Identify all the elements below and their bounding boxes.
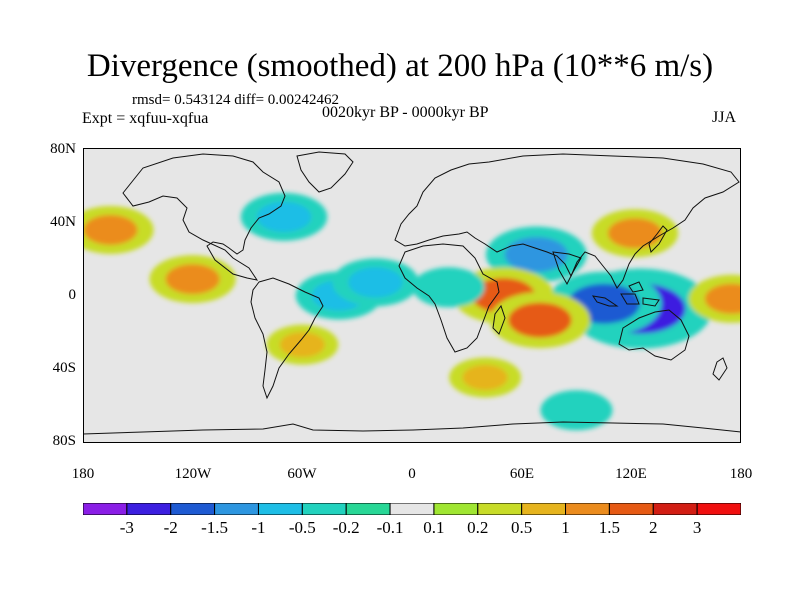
lon-tick-60w: 60W — [287, 466, 317, 482]
colorbar-box-13 — [652, 503, 698, 515]
coastline-south-america — [250, 277, 324, 400]
field-core-7 — [83, 214, 138, 245]
colorbar-box-9 — [477, 503, 523, 515]
colorbar-label: 2 — [649, 518, 658, 537]
colorbar-label: -0.2 — [332, 518, 360, 537]
lat-tick-0: 0 — [68, 287, 77, 303]
colorbar-box-14 — [696, 503, 741, 515]
colorbar-box-8 — [433, 503, 479, 515]
colorbar-box-12 — [608, 503, 654, 515]
coastlines — [83, 151, 741, 435]
field-core-11 — [165, 264, 220, 295]
colorbar-box-1 — [126, 503, 172, 515]
field-core-2 — [504, 237, 568, 273]
coastline-africa — [398, 243, 500, 353]
lon-tick-0: 0 — [408, 466, 416, 482]
field-core-5 — [607, 218, 662, 249]
colorbar-label: 0.1 — [423, 518, 445, 537]
field-core-14 — [462, 364, 508, 390]
stats-text: rmsd= 0.543124 diff= 0.00242462 — [132, 92, 340, 108]
lon-tick-180w: 180 — [71, 466, 95, 482]
colorbar-label: 1 — [561, 518, 570, 537]
lon-tick-120w: 120W — [174, 466, 212, 482]
colorbar-label: 0.2 — [467, 518, 489, 537]
colorbar-box-3 — [214, 503, 259, 515]
coastline-eurasia — [394, 153, 740, 289]
lat-tick-80s: 80S — [52, 433, 76, 449]
coastline-madagascar — [492, 304, 506, 335]
colorbar-box-4 — [257, 503, 303, 515]
colorbar-box-0 — [83, 503, 128, 515]
experiment-label: Expt = xqfuu-xqfua — [82, 110, 209, 127]
lon-tick-180e: 180 — [729, 466, 753, 482]
coastline-north-america — [122, 153, 286, 281]
map-frame — [83, 148, 741, 443]
colorbar — [83, 503, 741, 515]
coastline-new-zealand — [712, 357, 728, 381]
lat-tick-40s: 40S — [52, 360, 76, 376]
lon-tick-120e: 120E — [615, 466, 647, 482]
colorbar-label: 0.5 — [511, 518, 533, 537]
colorbar-box-10 — [521, 503, 567, 515]
field-core-13 — [426, 274, 472, 300]
period-label: 0020kyr BP - 0000kyr BP — [322, 104, 489, 121]
colorbar-box-6 — [345, 503, 391, 515]
coastline-india — [552, 251, 582, 286]
colorbar-label: -0.1 — [376, 518, 404, 537]
field-core-6 — [704, 283, 741, 314]
colorbar-label: -3 — [119, 518, 134, 537]
colorbar-label: -2 — [163, 518, 178, 537]
field-core-12 — [279, 332, 325, 358]
field-layer — [83, 192, 741, 431]
field-core-8 — [257, 201, 312, 232]
map-title: Divergence (smoothed) at 200 hPa (10**6 … — [86, 48, 714, 84]
field-core-15 — [554, 397, 599, 423]
lat-tick-80n: 80N — [50, 141, 76, 157]
colorbar-label: 1.5 — [598, 518, 621, 537]
season-label: JJA — [712, 109, 737, 126]
colorbar-box-11 — [565, 503, 610, 515]
coastline-indonesia — [591, 281, 660, 307]
divergence-map — [83, 148, 741, 443]
lat-tick-40n: 40N — [50, 214, 76, 230]
colorbar-label: 3 — [692, 518, 702, 537]
colorbar-box-7 — [389, 503, 435, 515]
coastline-antarctica — [83, 421, 741, 435]
colorbar-box-2 — [170, 503, 216, 515]
colorbar-label: -1 — [251, 518, 266, 537]
colorbar-label: -0.5 — [288, 518, 316, 537]
colorbar-box-5 — [301, 503, 347, 515]
lon-tick-60e: 60E — [509, 466, 535, 482]
field-core-10 — [348, 267, 403, 298]
coastline-greenland — [296, 151, 354, 193]
field-core-4 — [508, 302, 572, 338]
coastline-japan — [648, 225, 668, 253]
coastline-australia — [618, 309, 690, 361]
colorbar-label: -1.5 — [201, 518, 229, 537]
